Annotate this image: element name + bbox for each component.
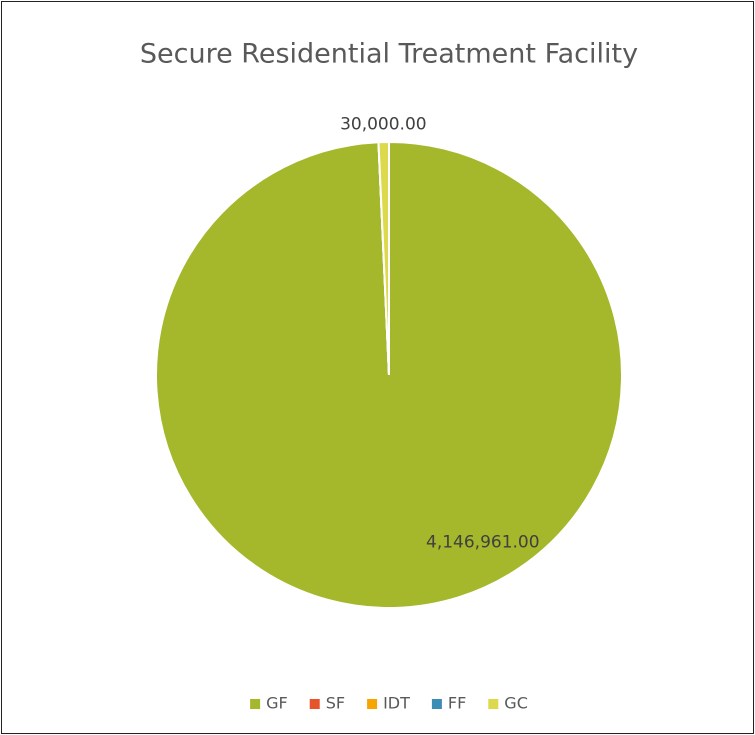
legend-label: SF xyxy=(326,694,345,713)
pie-slice xyxy=(377,140,390,376)
data-label: 4,146,961.00 xyxy=(426,533,540,553)
legend-swatch xyxy=(431,699,442,709)
legend-swatch xyxy=(309,699,320,709)
legend-label: GF xyxy=(266,694,288,713)
chart-title: Secure Residential Treatment Facility xyxy=(140,39,638,70)
legend-swatch xyxy=(367,699,378,709)
legend-swatch xyxy=(488,699,499,709)
legend-label: IDT xyxy=(383,694,410,713)
data-label: 30,000.00 xyxy=(340,115,427,135)
legend-label: FF xyxy=(448,694,466,713)
legend-swatch xyxy=(250,699,261,709)
legend-label: GC xyxy=(504,694,528,713)
